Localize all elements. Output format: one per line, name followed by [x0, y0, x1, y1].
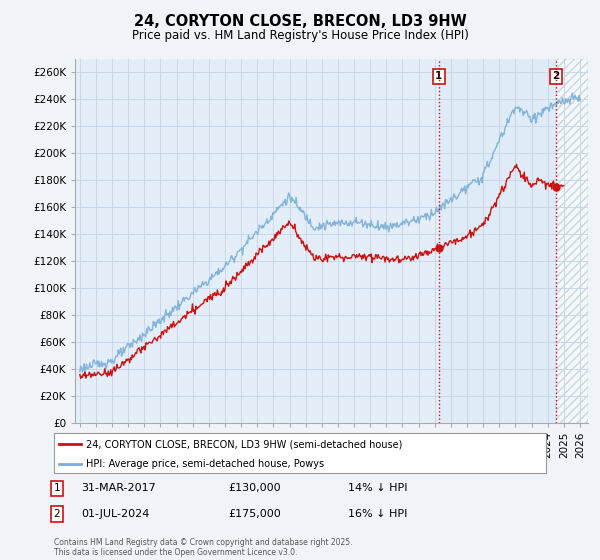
Text: 24, CORYTON CLOSE, BRECON, LD3 9HW: 24, CORYTON CLOSE, BRECON, LD3 9HW — [134, 14, 466, 29]
Bar — [439, 59, 556, 423]
Text: 2: 2 — [552, 71, 559, 81]
Text: 2: 2 — [53, 509, 61, 519]
Text: Price paid vs. HM Land Registry's House Price Index (HPI): Price paid vs. HM Land Registry's House … — [131, 29, 469, 42]
Text: £175,000: £175,000 — [228, 509, 281, 519]
Text: 1: 1 — [53, 483, 61, 493]
Text: 01-JUL-2024: 01-JUL-2024 — [81, 509, 149, 519]
Text: 16% ↓ HPI: 16% ↓ HPI — [348, 509, 407, 519]
Text: 1: 1 — [435, 71, 442, 81]
Text: Contains HM Land Registry data © Crown copyright and database right 2025.
This d: Contains HM Land Registry data © Crown c… — [54, 538, 353, 557]
Text: 24, CORYTON CLOSE, BRECON, LD3 9HW (semi-detached house): 24, CORYTON CLOSE, BRECON, LD3 9HW (semi… — [86, 439, 403, 449]
Text: 31-MAR-2017: 31-MAR-2017 — [81, 483, 156, 493]
Bar — [556, 59, 588, 423]
Text: £130,000: £130,000 — [228, 483, 281, 493]
Text: 14% ↓ HPI: 14% ↓ HPI — [348, 483, 407, 493]
Text: HPI: Average price, semi-detached house, Powys: HPI: Average price, semi-detached house,… — [86, 459, 324, 469]
